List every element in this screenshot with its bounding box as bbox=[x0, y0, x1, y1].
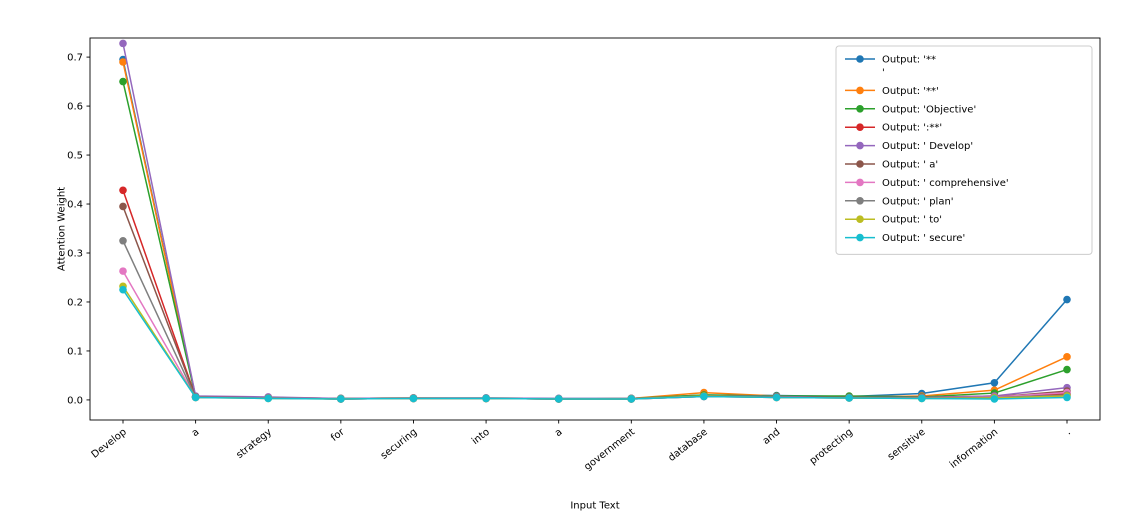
x-tick-label: a bbox=[190, 427, 202, 439]
series-7 bbox=[119, 236, 1071, 403]
legend-entry: Output: ' secure' bbox=[845, 233, 965, 244]
series-marker bbox=[554, 395, 563, 403]
legend-entry: Output: '** ' bbox=[845, 55, 936, 79]
x-tick-label: protecting bbox=[808, 427, 855, 467]
series-6 bbox=[119, 267, 1071, 403]
legend-entry-label: Output: ':**' bbox=[882, 123, 942, 134]
series-marker bbox=[119, 202, 127, 211]
legend-marker-dot bbox=[856, 215, 864, 223]
series-9 bbox=[119, 285, 1071, 403]
legend-entry: Output: 'Objective' bbox=[845, 104, 976, 115]
series-marker bbox=[409, 394, 418, 403]
series-marker bbox=[119, 58, 127, 66]
x-axis-label: Input Text bbox=[570, 500, 620, 512]
legend-entry-label: Output: ' Develop' bbox=[882, 141, 973, 152]
series-marker bbox=[990, 395, 999, 403]
series-marker bbox=[917, 394, 926, 403]
x-tick-label: for bbox=[329, 426, 347, 444]
series-line bbox=[122, 289, 1068, 400]
series-marker bbox=[1063, 353, 1071, 361]
y-tick-label: 0.4 bbox=[67, 200, 83, 211]
legend-marker-dot bbox=[856, 123, 864, 131]
series-marker bbox=[191, 393, 200, 402]
y-tick-label: 0.7 bbox=[67, 53, 83, 64]
x-tick-label: government bbox=[582, 427, 637, 473]
legend-entry-label: Output: ' a' bbox=[882, 160, 938, 171]
legend-marker-dot bbox=[856, 197, 864, 205]
legend-entry-label: Output: 'Objective' bbox=[882, 104, 976, 115]
legend-box bbox=[835, 45, 1093, 255]
legend-entry-label: Output: ' plan' bbox=[882, 196, 954, 207]
series-marker bbox=[700, 392, 708, 401]
series-marker bbox=[119, 39, 127, 48]
x-tick-label: and bbox=[761, 427, 783, 447]
legend-entry-label: Output: '** bbox=[882, 55, 936, 66]
series-line bbox=[122, 285, 1068, 400]
y-tick-label: 0.6 bbox=[67, 102, 83, 113]
legend-entry: Output: ':**' bbox=[845, 123, 942, 134]
series-line bbox=[122, 270, 1068, 400]
legend-marker-dot bbox=[856, 160, 864, 168]
x-tick-label: Develop bbox=[90, 427, 129, 461]
legend-entry: Output: ' Develop' bbox=[845, 141, 973, 152]
series-marker bbox=[1063, 365, 1071, 374]
legend-entry: Output: '**' bbox=[845, 86, 939, 97]
legend-entry: Output: ' plan' bbox=[845, 196, 954, 207]
legend-entry: Output: ' comprehensive' bbox=[845, 178, 1009, 189]
x-tick-label: a bbox=[553, 427, 565, 439]
x-tick-label: information bbox=[948, 427, 1000, 471]
x-tick-label: . bbox=[1064, 427, 1073, 438]
x-tick-label: into bbox=[470, 427, 492, 447]
legend: Output: '**'Output: '**'Output: 'Objecti… bbox=[835, 45, 1093, 255]
legend-entry-label: Output: ' comprehensive' bbox=[882, 178, 1009, 189]
legend-entry: Output: ' to' bbox=[845, 215, 942, 226]
series-marker bbox=[119, 77, 127, 86]
series-marker bbox=[990, 378, 999, 387]
x-tick-label: strategy bbox=[234, 427, 274, 461]
y-tick-label: 0.0 bbox=[67, 395, 83, 406]
legend-marker-dot bbox=[856, 141, 864, 150]
series-marker bbox=[119, 186, 127, 195]
series-marker bbox=[337, 395, 345, 403]
legend-marker-dot bbox=[856, 178, 864, 187]
x-tick-label: sensitive bbox=[886, 427, 928, 463]
series-marker bbox=[627, 395, 636, 403]
series-marker bbox=[264, 394, 273, 403]
series-marker bbox=[119, 236, 127, 245]
legend-entry: Output: ' a' bbox=[845, 160, 938, 171]
legend-marker-dot bbox=[856, 55, 864, 63]
legend-marker-dot bbox=[856, 86, 864, 95]
y-tick-label: 0.5 bbox=[67, 151, 83, 162]
plot-frame bbox=[89, 37, 1101, 421]
series-marker bbox=[772, 393, 781, 402]
series-marker bbox=[1063, 295, 1071, 304]
legend-entry-label: Output: ' to' bbox=[882, 215, 942, 226]
legend-marker-dot bbox=[856, 105, 864, 113]
legend-entry-label: Output: ' secure' bbox=[882, 233, 965, 244]
x-tick-label: database bbox=[666, 427, 709, 464]
series-marker bbox=[119, 267, 127, 275]
legend-entry-label: Output: '**' bbox=[882, 86, 939, 97]
legend-entry-label: ' bbox=[882, 68, 885, 79]
y-tick-label: 0.3 bbox=[67, 248, 83, 259]
legend-marker-dot bbox=[856, 233, 864, 242]
series-marker bbox=[1063, 393, 1071, 402]
series-marker bbox=[482, 394, 490, 403]
y-tick-label: 0.1 bbox=[67, 346, 83, 357]
series-line bbox=[122, 240, 1068, 400]
series-marker bbox=[119, 285, 127, 294]
y-tick-label: 0.2 bbox=[67, 297, 83, 308]
series-marker bbox=[845, 394, 853, 402]
x-tick-label: securing bbox=[379, 427, 419, 462]
y-axis-label: Attention Weight bbox=[56, 186, 68, 272]
series-8 bbox=[119, 282, 1071, 403]
